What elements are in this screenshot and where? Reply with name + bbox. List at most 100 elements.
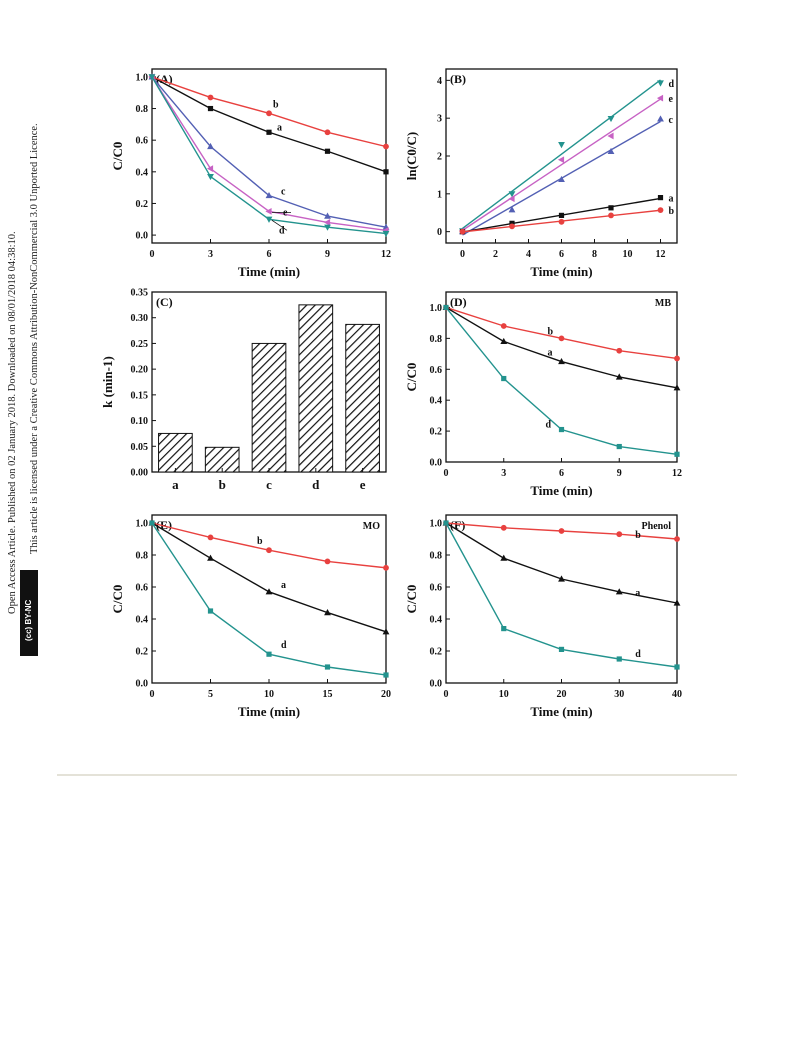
x-tick-label: b <box>219 477 226 492</box>
cc-license-badge[interactable]: (cc) BY-NC <box>20 570 38 656</box>
series-d: d <box>149 520 389 678</box>
series-d: d <box>443 520 680 670</box>
x-axis-label: Time (min) <box>238 704 300 719</box>
y-tick-label: 0.4 <box>136 615 149 626</box>
data-point <box>558 175 565 183</box>
x-tick-label: 12 <box>672 468 682 479</box>
x-tick-label: 9 <box>617 468 622 479</box>
data-point <box>509 220 515 226</box>
data-point <box>673 599 681 606</box>
data-point <box>266 651 272 657</box>
x-tick-label: 0 <box>460 249 465 260</box>
label-pointer <box>271 219 288 231</box>
series-line <box>151 76 387 232</box>
series-line <box>151 522 387 569</box>
x-tick-label: 9 <box>325 249 330 260</box>
data-point <box>557 156 565 164</box>
data-point <box>324 148 331 154</box>
x-tick-label: d <box>312 477 320 492</box>
y-tick-label: 0.30 <box>131 313 149 324</box>
series-line <box>445 306 678 389</box>
data-point <box>265 207 272 215</box>
series-label: c <box>281 187 286 198</box>
y-tick-label: 0.0 <box>136 679 149 690</box>
y-tick-label: 1.0 <box>430 519 443 530</box>
data-point <box>500 337 508 345</box>
data-point <box>149 520 155 526</box>
y-tick-label: 0.35 <box>131 288 149 299</box>
data-point <box>383 564 389 571</box>
y-tick-label: 0.4 <box>430 396 443 407</box>
data-point <box>266 547 272 554</box>
y-tick-label: 0.25 <box>131 339 149 350</box>
data-point <box>148 74 156 81</box>
x-tick-label: 0 <box>444 689 449 700</box>
y-axis-label: C/C0 <box>110 142 125 171</box>
data-point <box>207 534 214 541</box>
x-tick-label: 8 <box>592 249 597 260</box>
data-point <box>324 558 331 565</box>
series-b: b <box>443 304 680 362</box>
license-sidebar: Open Access Article. Published on 02 Jan… <box>0 0 60 700</box>
data-point <box>674 451 680 457</box>
y-axis-label: k (min-1) <box>100 356 115 408</box>
series-line <box>151 522 387 633</box>
x-tick-label: 10 <box>623 249 633 260</box>
data-point <box>608 205 614 211</box>
data-point <box>607 115 615 123</box>
series-label: b <box>635 530 641 541</box>
data-point <box>558 218 565 225</box>
data-point <box>206 165 214 173</box>
data-point <box>558 335 565 342</box>
series-c: c <box>459 115 674 236</box>
y-tick-label: 0.8 <box>430 334 443 345</box>
y-tick-label: 0.8 <box>430 551 443 562</box>
y-tick-label: 0.15 <box>131 390 149 401</box>
pollutant-label: Phenol <box>642 521 672 532</box>
series-b: b <box>149 74 389 150</box>
series-label: a <box>281 580 286 591</box>
data-point <box>207 608 214 614</box>
x-axis-label: Time (min) <box>530 264 592 279</box>
x-tick-label: 6 <box>559 249 564 260</box>
data-point <box>674 355 680 362</box>
series-label: a <box>548 348 553 359</box>
x-tick-label: 30 <box>614 689 624 700</box>
plot-frame <box>151 514 387 684</box>
y-tick-label: 0.0 <box>136 231 149 242</box>
panel-label: (C) <box>156 295 173 309</box>
data-point <box>207 554 214 561</box>
x-axis-label: Time (min) <box>530 704 592 719</box>
data-point <box>674 536 680 542</box>
data-point <box>558 528 565 534</box>
y-axis-label: ln(C0/C) <box>404 132 419 180</box>
y-tick-label: 0.4 <box>136 167 149 178</box>
bar-c <box>251 342 287 473</box>
x-tick-label: 6 <box>559 468 564 479</box>
series-label: b <box>257 536 263 547</box>
y-tick-label: 4 <box>437 76 442 87</box>
bar-d <box>298 304 334 473</box>
bar-a <box>158 432 193 473</box>
data-point <box>657 207 664 213</box>
data-point <box>657 115 664 122</box>
x-tick-label: e <box>360 477 366 492</box>
series-e: e <box>458 94 674 235</box>
data-point <box>616 531 623 538</box>
x-tick-label: a <box>172 477 179 492</box>
x-tick-label: 3 <box>208 249 213 260</box>
data-point <box>508 206 516 213</box>
data-point <box>207 105 214 112</box>
data-point <box>656 94 664 102</box>
section-divider <box>57 774 737 776</box>
x-tick-label: 4 <box>526 249 531 260</box>
series-b: b <box>459 206 675 235</box>
data-point <box>383 169 389 175</box>
series-label: c <box>669 115 674 126</box>
series-label: e <box>283 207 288 218</box>
data-point <box>383 143 389 150</box>
data-point <box>265 191 273 199</box>
data-point <box>323 219 331 226</box>
